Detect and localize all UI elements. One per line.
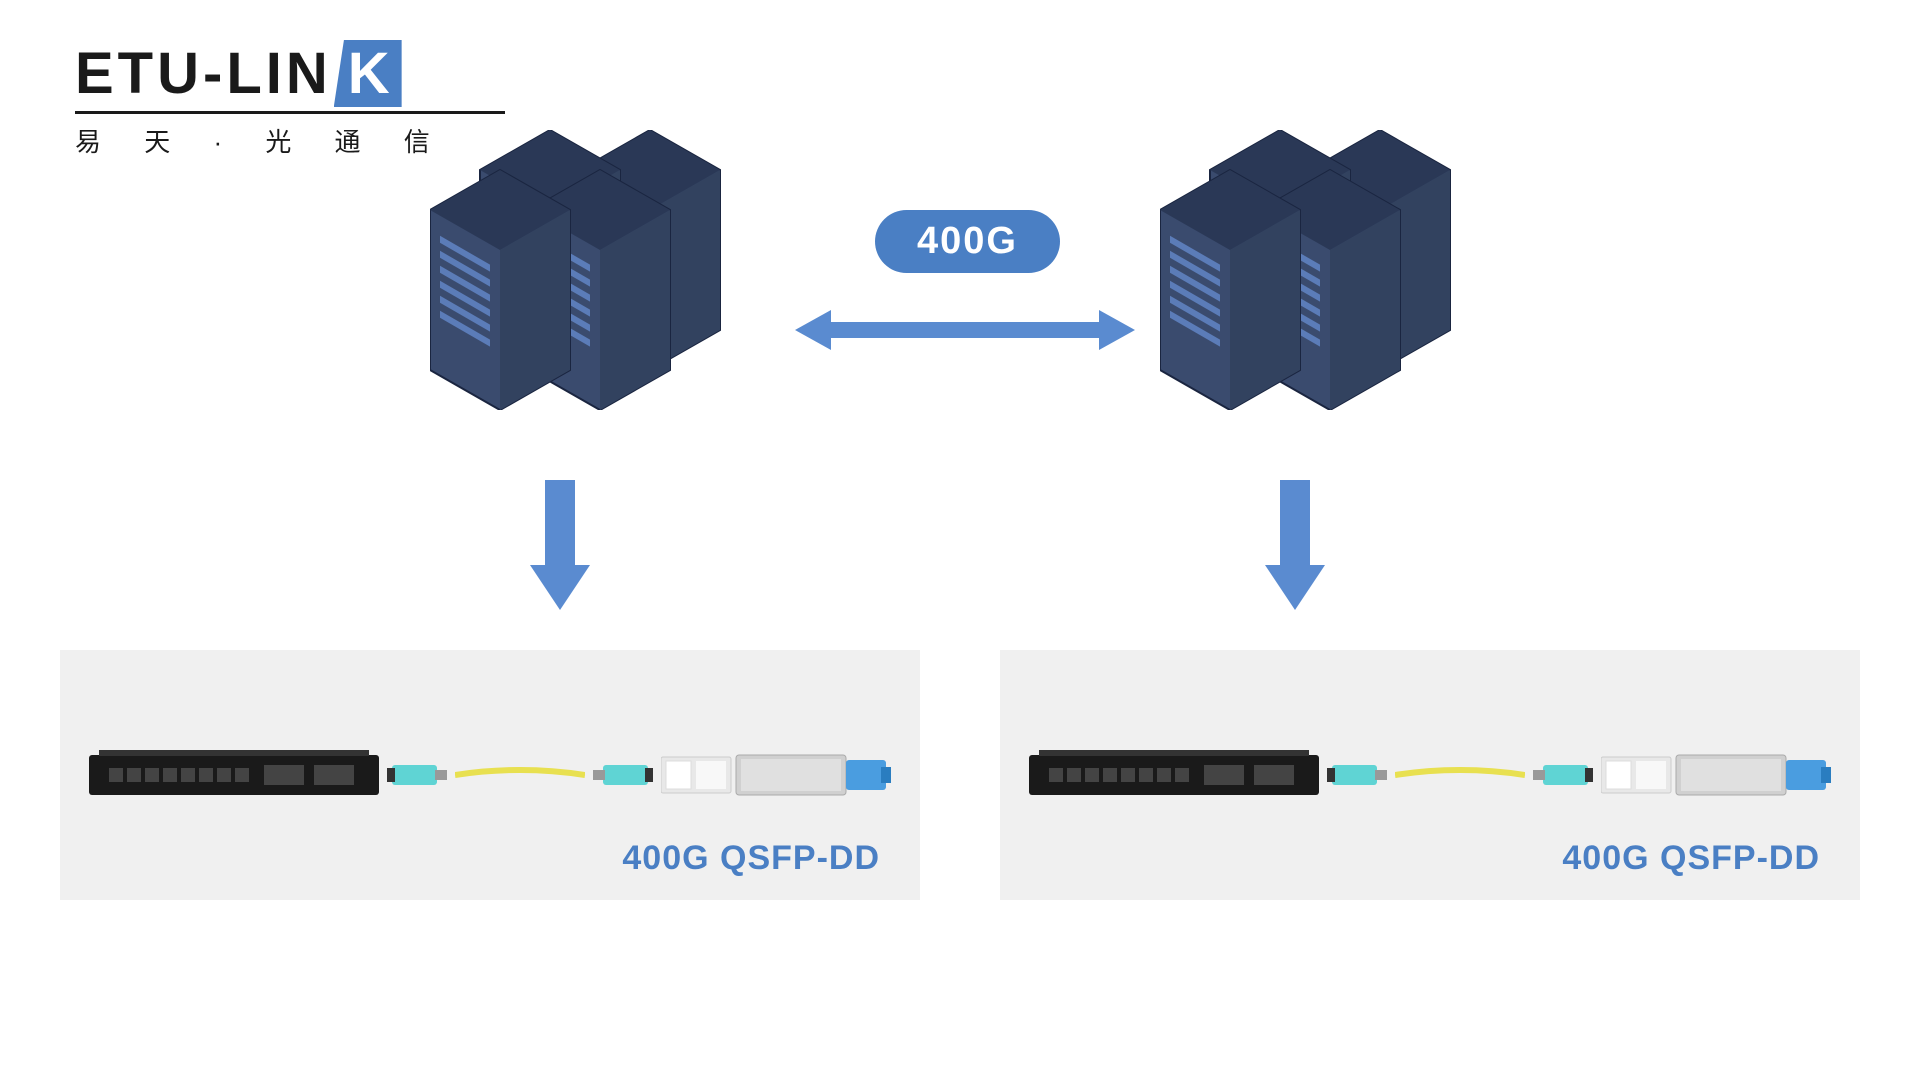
speed-badge: 400G [875, 210, 1060, 273]
server-cluster-icon [430, 130, 730, 410]
equipment-row [59, 740, 921, 810]
equipment-panel-left: 400G QSFP-DD [60, 650, 920, 900]
equipment-panel-right: 400G QSFP-DD [1000, 650, 1860, 900]
fiber-connector-icon [1533, 750, 1593, 800]
fiber-cable-icon [1395, 760, 1525, 790]
fiber-connector-icon [593, 750, 653, 800]
network-switch-icon [1029, 740, 1319, 810]
server-cluster-left [430, 130, 730, 410]
down-arrow-left [525, 480, 595, 615]
fiber-connector-icon [1327, 750, 1387, 800]
server-cluster-icon [1160, 130, 1460, 410]
fiber-connector-icon [387, 750, 447, 800]
equipment-row [999, 740, 1861, 810]
network-diagram: 400G [0, 0, 1920, 1080]
equipment-label: 400G QSFP-DD [1562, 839, 1820, 878]
equipment-label: 400G QSFP-DD [622, 839, 880, 878]
fiber-cable-icon [455, 760, 585, 790]
qsfp-module-icon [1601, 745, 1831, 805]
bidirectional-arrow [795, 300, 1135, 365]
qsfp-module-icon [661, 745, 891, 805]
server-cluster-right [1160, 130, 1460, 410]
down-arrow-right [1260, 480, 1330, 615]
network-switch-icon [89, 740, 379, 810]
